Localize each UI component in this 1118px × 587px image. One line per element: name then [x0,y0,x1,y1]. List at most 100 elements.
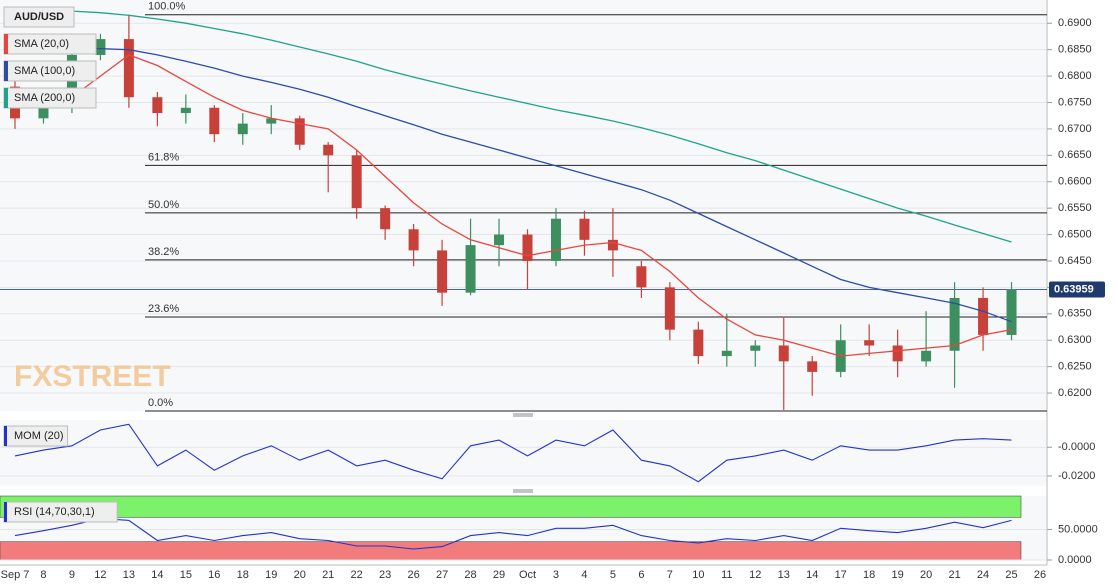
candle-body [636,266,647,288]
x-tick-label: 6 [638,569,644,581]
sma-line [14,7,1012,243]
rsi-band [0,495,1022,518]
x-tick-label: 29 [493,569,505,581]
candle-body [1006,289,1017,335]
y-tick-label: 0.6800 [1058,70,1092,82]
indicator-line [14,423,1012,483]
x-tick-label: 18 [863,569,875,581]
legend-swatch [4,61,8,81]
y-tick-label: 0.6300 [1058,334,1092,346]
x-tick-label: 21 [948,569,960,581]
y-tick-label: -0.0200 [1058,470,1095,482]
x-tick-label: 7 [667,569,673,581]
candle-body [978,297,989,335]
candle-body [750,345,761,351]
candle-body [437,250,448,293]
x-tick-label: 10 [692,569,704,581]
fib-label: 38.2% [148,246,179,258]
y-tick-label: 0.6450 [1058,255,1092,267]
fib-label: 50.0% [148,199,179,211]
x-tick-label: 16 [208,569,220,581]
candle-body [38,107,49,119]
fib-label: 100.0% [148,1,186,13]
x-tick-label: Oct [519,569,536,581]
y-tick-label: 50.0000 [1058,523,1098,535]
x-tick-label: 28 [464,569,476,581]
x-tick-label: 24 [977,569,989,581]
legend-swatch [4,426,7,446]
candle-body [807,361,818,372]
candle-body [294,118,305,145]
candle-body [408,229,419,251]
x-tick-label: 27 [436,569,448,581]
y-tick-label: 0.0000 [1058,554,1092,566]
x-tick-label: 4 [581,569,587,581]
y-tick-label: 0.6250 [1058,361,1092,373]
legend-label: RSI (14,70,30,1) [14,506,95,518]
candle-body [237,123,248,135]
x-tick-label: 14 [151,569,163,581]
candle-body [522,234,533,261]
candle-body [465,245,476,293]
y-tick-label: 0.6350 [1058,308,1092,320]
candle-body [380,208,391,230]
last-price-tag [1049,281,1105,298]
candle-body [864,340,875,346]
rsi-band [0,541,1022,561]
fib-label: 23.6% [148,303,179,315]
candle-body [152,97,163,114]
legend-title: AUD/USD [14,11,64,23]
y-tick-label: 0.6500 [1058,228,1092,240]
indicator-line [14,518,1012,550]
y-tick-label: -0.0000 [1058,441,1095,453]
y-tick-label: 0.6750 [1058,96,1092,108]
y-tick-label: 0.6650 [1058,149,1092,161]
x-tick-label: 20 [294,569,306,581]
y-tick-label: 0.6200 [1058,387,1092,399]
last-price-label: 0.63959 [1054,283,1094,295]
candle-body [607,239,618,251]
x-tick-label: 21 [322,569,334,581]
x-tick-label: 5 [610,569,616,581]
x-tick-label: 22 [351,569,363,581]
candle-body [664,287,675,330]
sma-line [14,44,1012,323]
legend-label: SMA (200,0) [14,92,75,104]
legend-swatch [4,88,8,108]
x-tick-label: 13 [778,569,790,581]
x-tick-label: 14 [806,569,818,581]
fib-label: 61.8% [148,151,179,163]
x-tick-label: 17 [835,569,847,581]
x-tick-label: 25 [1005,569,1017,581]
mom-panel [0,420,1047,486]
x-tick-label: 8 [40,569,46,581]
legend-swatch [4,34,8,54]
legend-swatch [4,502,7,522]
x-tick-label: 9 [69,569,75,581]
candle-body [778,345,789,362]
y-tick-label: 0.6550 [1058,202,1092,214]
candle-body [95,39,106,55]
legend-box [3,6,75,28]
candle-body [949,297,960,351]
candle-body [180,107,191,114]
fib-label: 0.0% [148,397,173,409]
x-tick-label: 13 [123,569,135,581]
candle-body [721,350,732,357]
candle-body [892,345,903,362]
y-tick-label: 0.6700 [1058,123,1092,135]
x-tick-label: 20 [920,569,932,581]
candle-body [266,118,277,124]
legend-label: SMA (100,0) [14,65,75,77]
x-tick-label: 11 [721,569,732,581]
candle-body [209,107,220,135]
x-tick-label: 12 [749,569,761,581]
legend-label: SMA (20,0) [14,38,69,50]
watermark: FXSTREET [14,360,171,393]
x-tick-label: 3 [553,569,559,581]
x-tick-label: 19 [892,569,904,581]
sma-line [14,54,1012,357]
x-tick-label: 15 [180,569,192,581]
candle-body [123,39,134,98]
